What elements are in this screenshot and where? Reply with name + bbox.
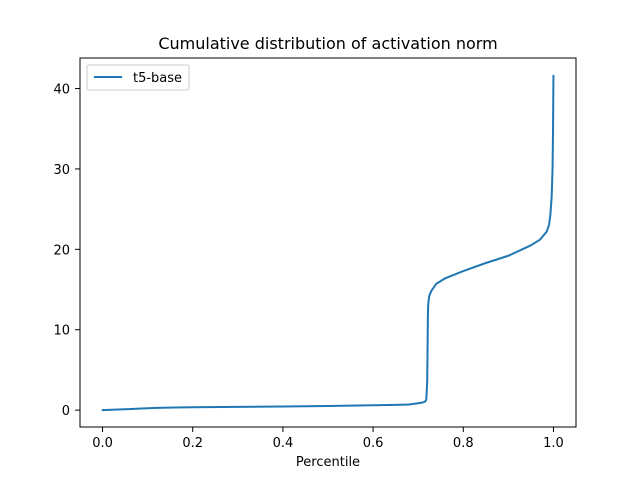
y-tick-label: 0 (62, 404, 70, 419)
x-tick-label: 0.8 (453, 436, 474, 451)
x-tick-label: 1.0 (543, 436, 564, 451)
y-tick-label: 10 (53, 324, 70, 339)
x-tick-label: 0.0 (92, 436, 113, 451)
x-axis-title: Percentile (296, 455, 360, 470)
series-line-t5-base (101, 74, 555, 412)
y-axis: 0 10 20 30 40 (53, 83, 80, 419)
x-tick-label: 0.6 (363, 436, 384, 451)
legend: t5-base (86, 64, 190, 91)
legend-label-t5-base: t5-base (133, 71, 182, 86)
chart-title: Cumulative distribution of activation no… (158, 34, 497, 53)
x-tick-label: 0.4 (273, 436, 294, 451)
y-tick-label: 20 (53, 243, 70, 258)
plot-area (79, 57, 577, 428)
y-tick-label: 30 (53, 163, 70, 178)
series-layer (101, 74, 555, 412)
x-tick-label: 0.2 (182, 436, 203, 451)
legend-box (86, 64, 190, 91)
y-tick-label: 40 (53, 83, 70, 98)
x-axis: 0.0 0.2 0.4 0.6 0.8 1.0 (92, 427, 564, 451)
plot-frame (79, 57, 577, 428)
